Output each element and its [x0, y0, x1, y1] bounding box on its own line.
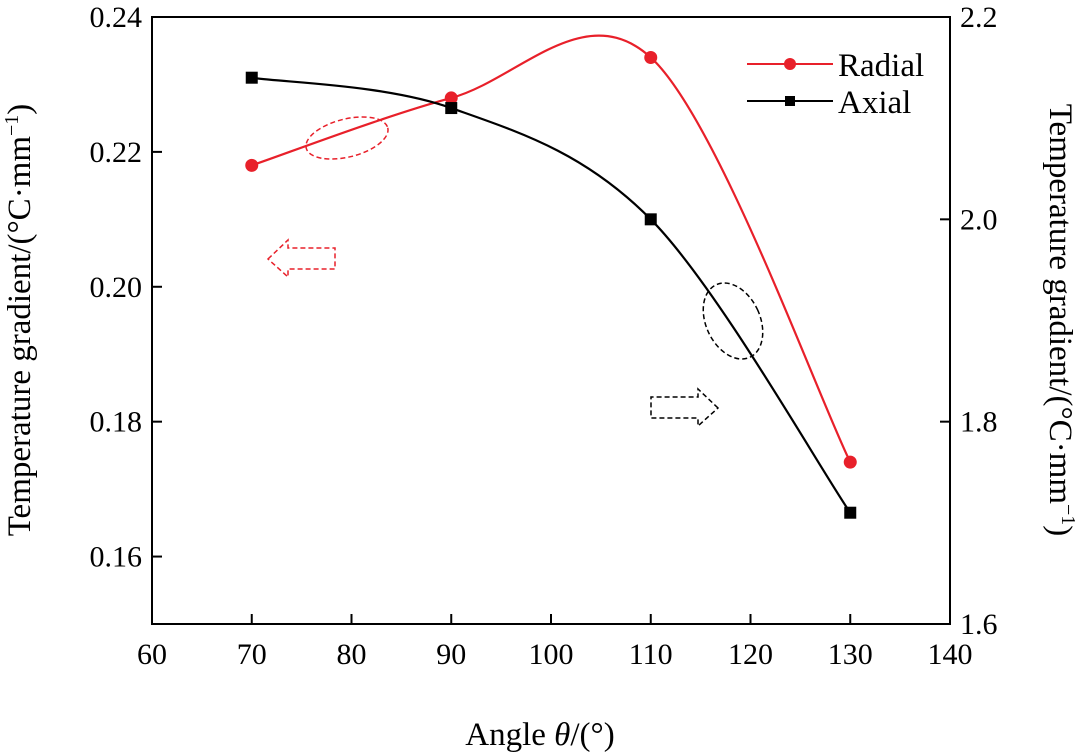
- right-y-axis-ticks: 1.6 1.8 2.0 2.2: [940, 1, 998, 641]
- legend: Radial Axial: [747, 48, 924, 121]
- legend-radial-marker: [784, 58, 796, 70]
- left-axis-arrow-icon: [266, 238, 336, 279]
- left-y-axis-title: Temperature gradient/(°C·mm−1): [1, 104, 38, 537]
- x-tick-label: 130: [828, 638, 873, 671]
- right-y-tick-label: 1.6: [960, 608, 998, 641]
- right-y-axis-title-sup: −1: [1057, 504, 1079, 525]
- x-axis-title-text: Angle: [465, 717, 554, 753]
- x-axis-title-unit: /(°): [570, 717, 614, 753]
- x-tick-label: 100: [529, 638, 574, 671]
- series-layer: [245, 34, 857, 519]
- legend-radial-label: Radial: [838, 48, 924, 84]
- legend-axial-label: Axial: [838, 85, 911, 121]
- left-y-axis-ticks: 0.16 0.18 0.20 0.22 0.24: [90, 1, 162, 574]
- axial-series-line: [251, 76, 852, 514]
- axial-series-indicator-ellipse: [702, 282, 764, 360]
- x-axis-title-symbol: θ: [554, 717, 570, 753]
- right-y-tick-label: 2.0: [960, 203, 998, 236]
- left-y-axis-title-text: Temperature gradient/(°C·mm: [2, 136, 38, 537]
- right-y-tick-label: 1.8: [960, 406, 998, 439]
- x-axis-ticks: 60 70 80 90 100 110 120 130 140: [137, 614, 973, 671]
- left-y-tick-label: 0.18: [90, 406, 143, 439]
- left-y-axis-title-close: ): [2, 104, 38, 115]
- x-axis-title: Angle θ/(°): [465, 717, 614, 753]
- x-tick-label: 110: [629, 638, 673, 671]
- right-axis-arrow-icon: [650, 387, 720, 428]
- axial-data-point: [644, 213, 657, 226]
- axial-data-point: [245, 71, 258, 84]
- left-y-tick-label: 0.22: [90, 136, 143, 169]
- radial-data-point: [644, 50, 658, 64]
- x-tick-label: 90: [436, 638, 466, 671]
- radial-series-line: [251, 34, 852, 463]
- axial-data-point: [445, 102, 458, 115]
- left-y-tick-label: 0.16: [90, 541, 143, 574]
- x-tick-label: 120: [728, 638, 773, 671]
- left-y-tick-label: 0.24: [90, 1, 143, 34]
- radial-data-point: [245, 158, 259, 172]
- right-y-axis-title-close: ): [1042, 525, 1078, 536]
- x-tick-label: 80: [337, 638, 367, 671]
- x-tick-label: 140: [928, 638, 973, 671]
- radial-series-indicator-ellipse: [305, 116, 389, 160]
- x-tick-label: 60: [137, 638, 167, 671]
- axial-data-point: [844, 506, 857, 519]
- left-y-tick-label: 0.20: [90, 271, 143, 304]
- radial-data-point: [444, 91, 458, 105]
- right-y-axis-title: Temperature gradient/(°C·mm−1): [1042, 104, 1079, 537]
- right-y-axis-title-text: Temperature gradient/(°C·mm: [1042, 104, 1078, 505]
- right-y-tick-label: 2.2: [960, 1, 998, 34]
- radial-data-point: [843, 455, 857, 469]
- x-tick-label: 70: [237, 638, 267, 671]
- legend-axial-marker: [785, 96, 795, 106]
- left-y-axis-title-sup: −1: [1, 115, 23, 136]
- plot-frame: [151, 16, 951, 625]
